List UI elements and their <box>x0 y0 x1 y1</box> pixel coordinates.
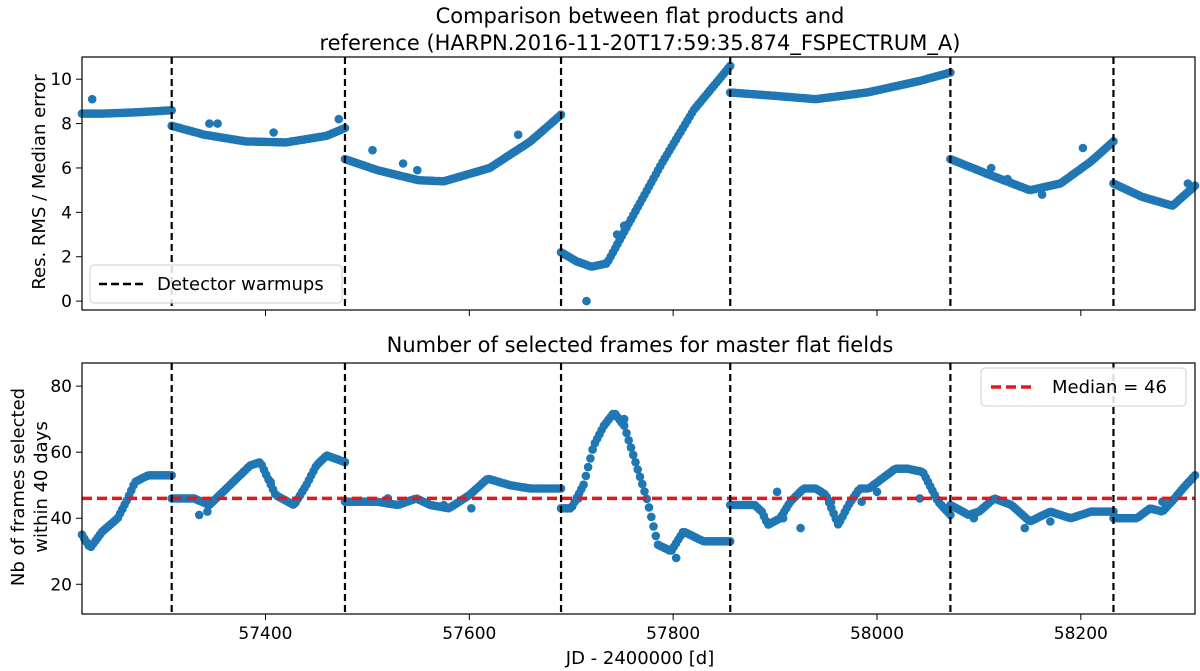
top-outlier-point <box>1003 174 1012 184</box>
bottom-outlier-point <box>439 500 449 510</box>
top-y-axis-label: Res. RMS / Median error <box>29 74 50 290</box>
bottom-data-point <box>638 479 647 489</box>
bottom-outlier-point <box>194 510 204 520</box>
top-outlier-point <box>619 221 629 230</box>
bottom-outlier-point <box>1020 523 1030 533</box>
bottom-outlier-point <box>772 487 782 497</box>
bottom-outlier-point <box>467 504 476 513</box>
bottom-outlier-point <box>1046 517 1055 526</box>
top-outlier-point <box>612 230 622 239</box>
bottom-x-tick-label: 58000 <box>850 624 904 644</box>
bottom-x-tick-label: 58200 <box>1054 624 1108 644</box>
bottom-data-point <box>581 471 591 481</box>
top-data-point <box>1109 137 1118 146</box>
bottom-outlier-point <box>619 414 629 424</box>
bottom-data-point <box>631 457 640 467</box>
top-outlier-point <box>269 128 278 137</box>
bottom-data-point <box>583 462 593 472</box>
top-data-points <box>77 61 1200 306</box>
bottom-data-point <box>633 465 642 474</box>
top-outlier-point <box>398 159 408 168</box>
top-y-tick-label: 6 <box>61 159 72 179</box>
top-outlier-point <box>413 165 422 175</box>
panel-selected-frames: Number of selected frames for master fla… <box>8 333 1200 669</box>
bottom-x-tick-label: 57800 <box>646 624 700 644</box>
bottom-axes-frame <box>81 362 1196 615</box>
top-title-line1: Comparison between flat products and <box>436 4 845 28</box>
bottom-outlier-point <box>969 513 979 523</box>
bottom-legend-label: Median = 46 <box>1052 377 1167 398</box>
top-outlier-point <box>1078 143 1088 153</box>
bottom-data-point <box>619 421 629 431</box>
top-outlier-point <box>513 130 523 139</box>
bottom-data-point <box>640 487 649 496</box>
bottom-outlier-point <box>203 507 212 516</box>
bottom-data-point <box>586 454 595 463</box>
bottom-data-point <box>649 522 658 531</box>
top-legend-label: Detector warmups <box>157 274 324 295</box>
x-axis-label: JD - 2400000 [d] <box>565 648 714 669</box>
bottom-data-point <box>628 450 638 460</box>
bottom-data-points <box>77 409 1200 563</box>
top-y-tick-label: 8 <box>61 115 72 135</box>
top-outlier-point <box>1183 179 1193 188</box>
top-outlier-point <box>582 296 591 306</box>
top-outlier-point <box>1037 190 1047 199</box>
bottom-title: Number of selected frames for master fla… <box>387 333 894 357</box>
bottom-data-point <box>624 436 633 445</box>
bottom-outlier-point <box>872 487 882 497</box>
top-outlier-point <box>87 94 97 104</box>
bottom-x-tick-label: 57600 <box>442 624 496 644</box>
top-y-tick-label: 0 <box>61 292 72 312</box>
top-outlier-point <box>334 114 344 124</box>
bottom-outlier-point <box>778 513 788 523</box>
bottom-data-point <box>946 510 955 520</box>
bottom-legend-box <box>980 367 1187 407</box>
top-axes-frame <box>81 56 1196 311</box>
top-legend: Detector warmups <box>89 264 343 304</box>
bottom-y-tick-label: 60 <box>50 443 72 463</box>
bottom-data-point <box>647 512 656 522</box>
bottom-data-point <box>644 503 654 512</box>
top-outlier-point <box>213 119 222 128</box>
top-y-tick-label: 10 <box>50 70 72 90</box>
top-outlier-point <box>205 119 214 128</box>
top-plot-area: 0 2 4 6 8 10 <box>50 57 1200 316</box>
bottom-data-point <box>579 480 588 490</box>
top-data-point <box>725 61 735 71</box>
bottom-y-axis-label-line1: Nb of frames selected <box>8 388 29 586</box>
top-legend-box <box>89 264 343 304</box>
bottom-plot-area: 20 40 60 80 57400 57600 57800 58000 58200 <box>50 363 1200 644</box>
bottom-data-point <box>626 443 636 452</box>
bottom-data-point <box>635 472 645 482</box>
top-data-point <box>167 106 176 115</box>
bottom-x-tick-label: 57400 <box>238 624 292 644</box>
bottom-outlier-point <box>671 553 681 563</box>
bottom-outlier-point <box>796 523 805 533</box>
bottom-outlier-point <box>266 477 275 487</box>
bottom-y-tick-label: 20 <box>50 575 72 595</box>
top-outlier-point <box>368 145 377 155</box>
top-y-tick-label: 4 <box>61 203 72 223</box>
top-title-line2: reference (HARPN.2016-11-20T17:59:35.874… <box>320 31 961 56</box>
bottom-outlier-point <box>915 494 925 503</box>
bottom-data-point <box>622 428 631 438</box>
bottom-legend: Median = 46 <box>980 367 1187 407</box>
top-y-tick-label: 2 <box>61 248 72 268</box>
panel-comparison: Comparison between flat products and ref… <box>29 4 1200 316</box>
bottom-y-tick-label: 80 <box>50 377 72 397</box>
top-outlier-point <box>986 163 996 173</box>
bottom-data-point <box>651 531 661 541</box>
bottom-y-tick-label: 40 <box>50 509 72 529</box>
bottom-y-axis-label-line2: within 40 days <box>31 421 52 552</box>
